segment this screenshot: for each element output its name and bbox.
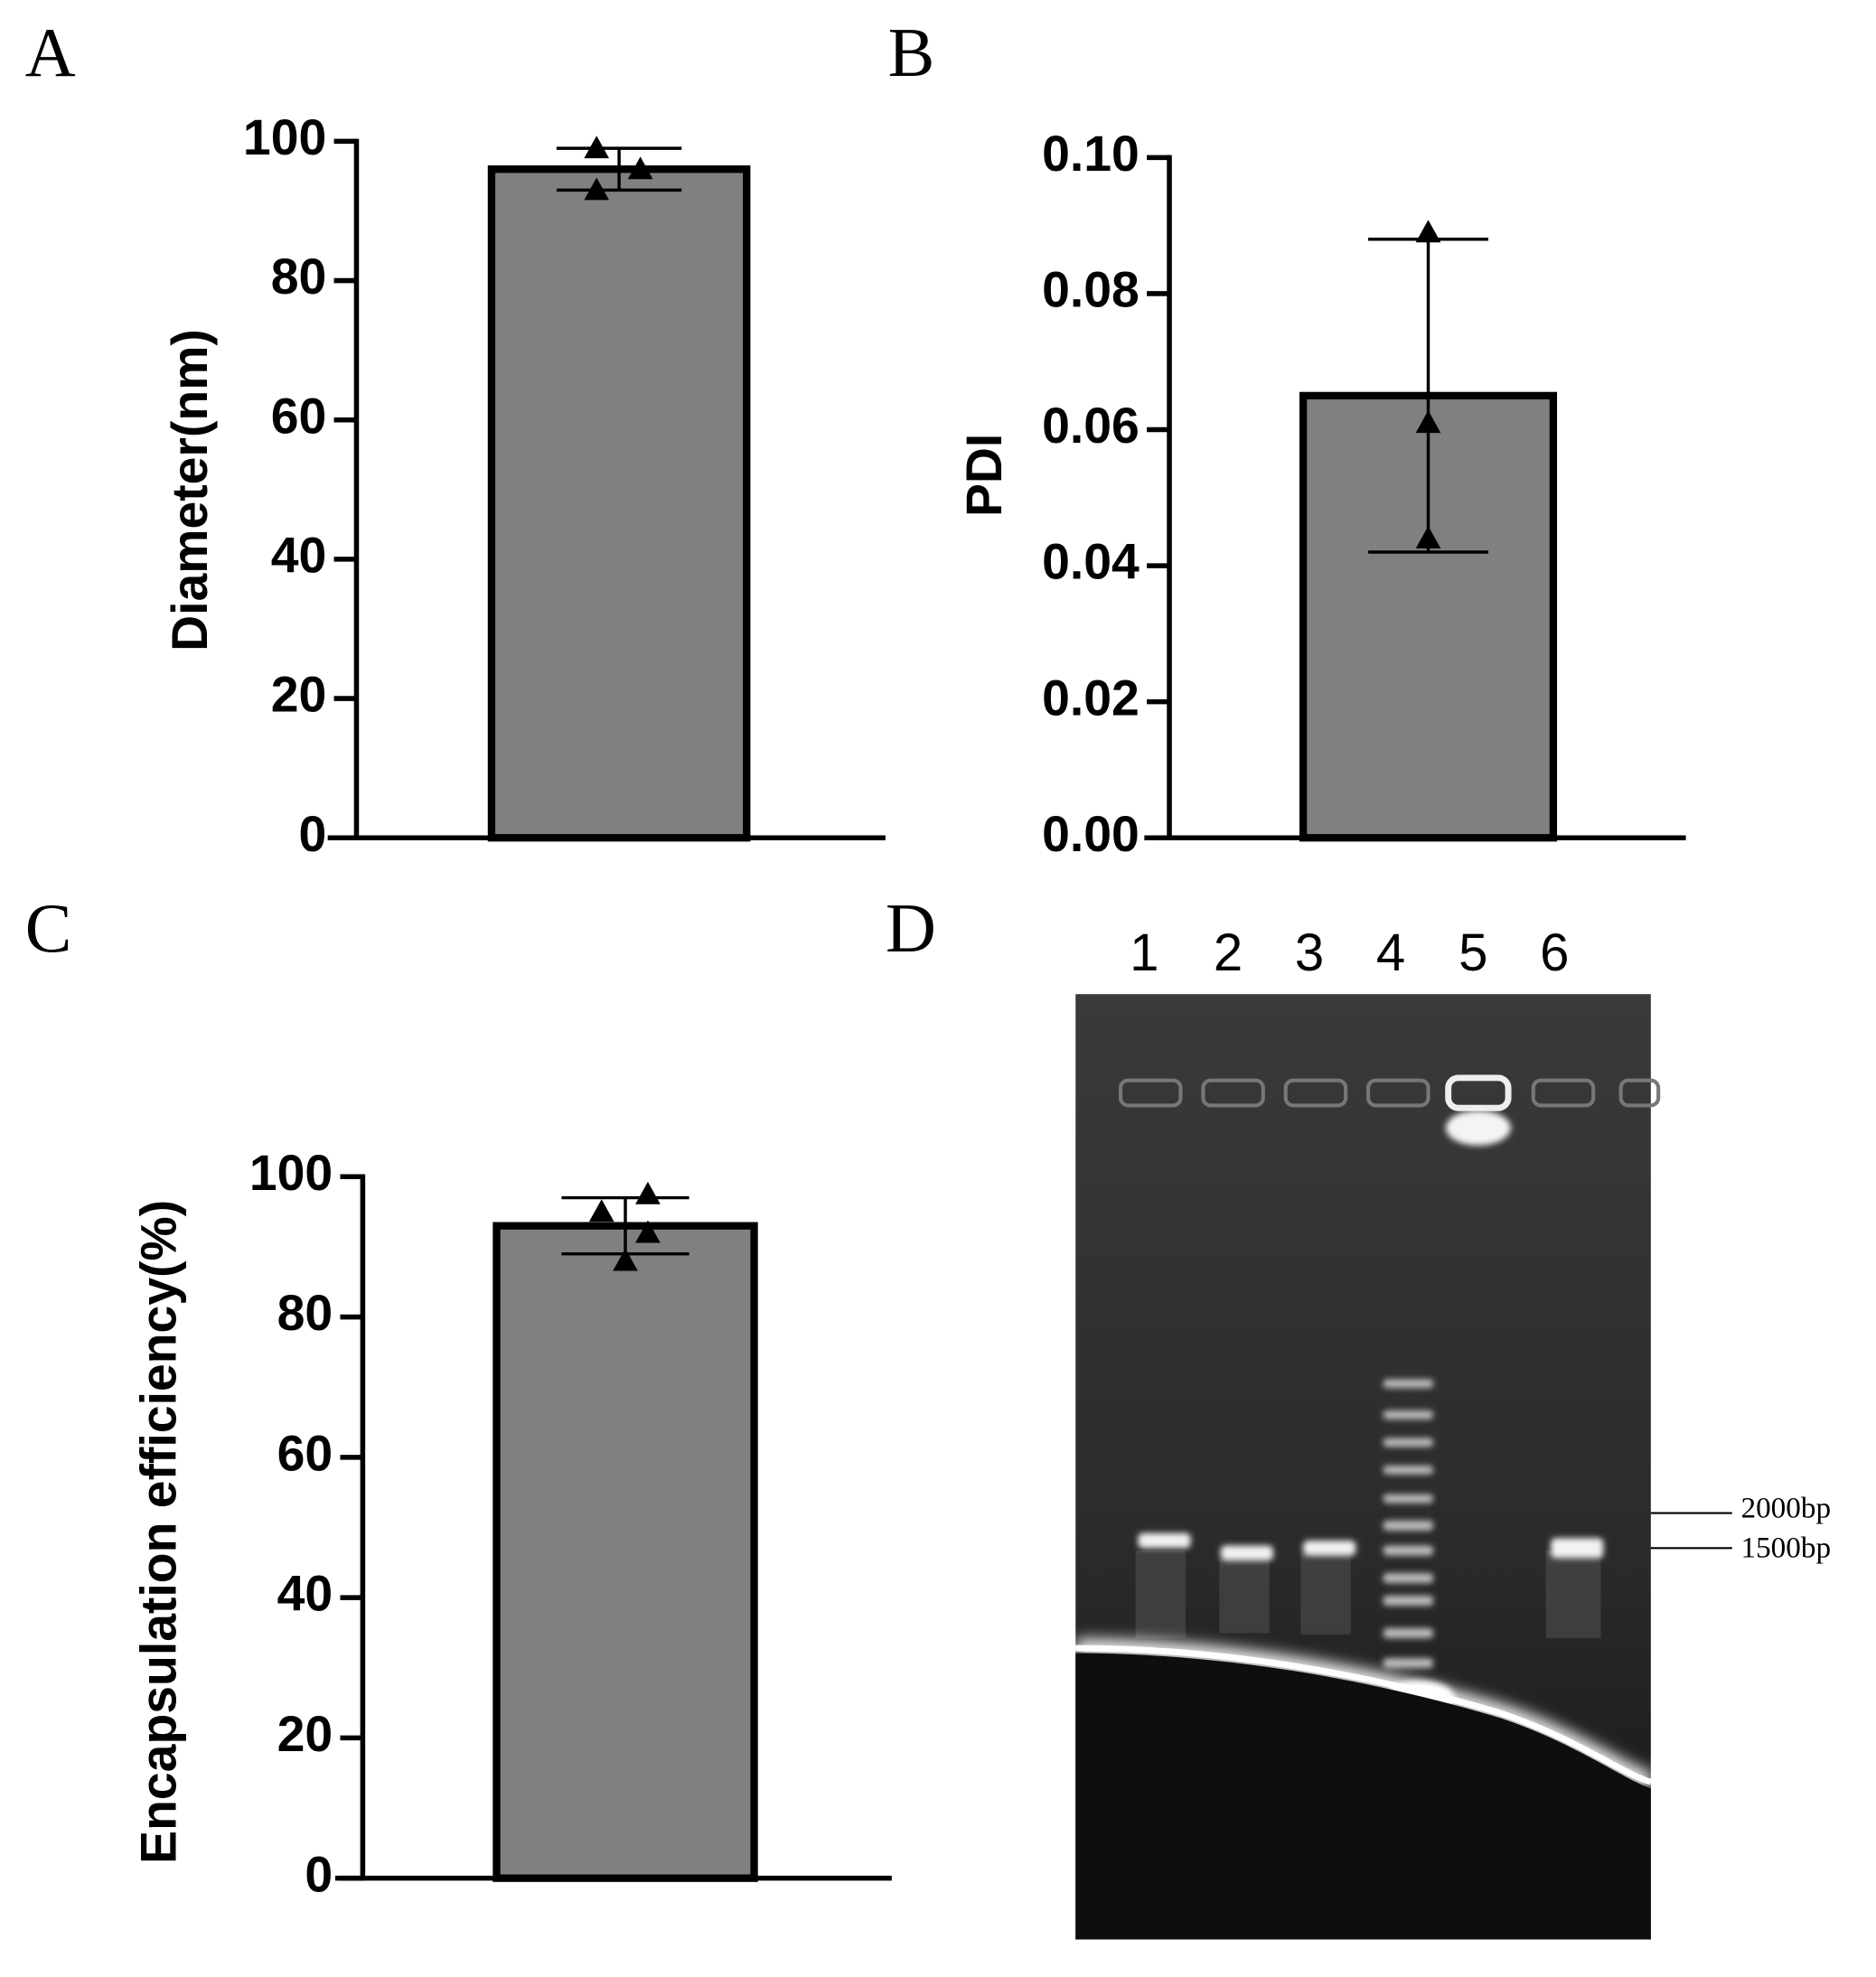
data-point	[613, 1248, 638, 1271]
lane-label: 4	[1376, 923, 1405, 982]
y-axis-label: Diameter(nm)	[162, 329, 218, 651]
y-tick-label: 100	[249, 1145, 333, 1201]
y-axis-label: Encapsulation efficiency(%)	[131, 1200, 187, 1864]
y-tick-label: 20	[277, 1706, 333, 1762]
data-point	[1415, 220, 1441, 243]
lane-label: 2	[1214, 923, 1243, 982]
marker-label: 1500bp	[1740, 1532, 1831, 1565]
marker-label: 2000bp	[1740, 1491, 1831, 1524]
data-point	[635, 1181, 661, 1204]
y-tick-label: 40	[277, 1566, 333, 1622]
panel-label: A	[25, 14, 76, 91]
data-point	[635, 1220, 661, 1243]
y-tick-label: 60	[277, 1425, 333, 1481]
data-point	[588, 1199, 614, 1223]
panel-label: C	[25, 889, 72, 967]
error-bar	[556, 146, 682, 192]
y-tick-label: 20	[271, 667, 327, 723]
y-tick-label: 60	[271, 388, 327, 444]
bar	[487, 165, 751, 842]
y-tick-label: 0.00	[1042, 806, 1140, 862]
y-tick-label: 0.02	[1042, 670, 1140, 726]
y-tick-label: 0.06	[1042, 398, 1140, 454]
data-point	[1415, 526, 1441, 549]
panel-label: D	[886, 889, 936, 967]
y-axis-label: PDI	[956, 434, 1012, 517]
y-tick-label: 40	[271, 528, 327, 584]
gel-image	[1075, 994, 1732, 1940]
y-tick-label: 80	[277, 1285, 333, 1341]
lane-label: 3	[1295, 923, 1324, 982]
lane-label: 5	[1459, 923, 1487, 982]
y-tick-label: 0	[305, 1846, 333, 1902]
data-point	[627, 156, 653, 180]
y-tick-label: 80	[271, 248, 327, 305]
lane-label: 6	[1540, 923, 1569, 982]
y-tick-label: 0.08	[1042, 262, 1140, 318]
y-tick-label: 0.04	[1042, 534, 1140, 590]
y-tick-label: 0.10	[1042, 126, 1140, 182]
data-point	[584, 136, 610, 159]
lane-label: 1	[1130, 923, 1158, 982]
data-point	[584, 177, 610, 201]
y-tick-label: 0	[298, 806, 326, 862]
data-point	[1415, 410, 1441, 434]
bar	[492, 1222, 758, 1882]
y-tick-label: 100	[243, 109, 326, 165]
panel-label: B	[888, 14, 935, 91]
